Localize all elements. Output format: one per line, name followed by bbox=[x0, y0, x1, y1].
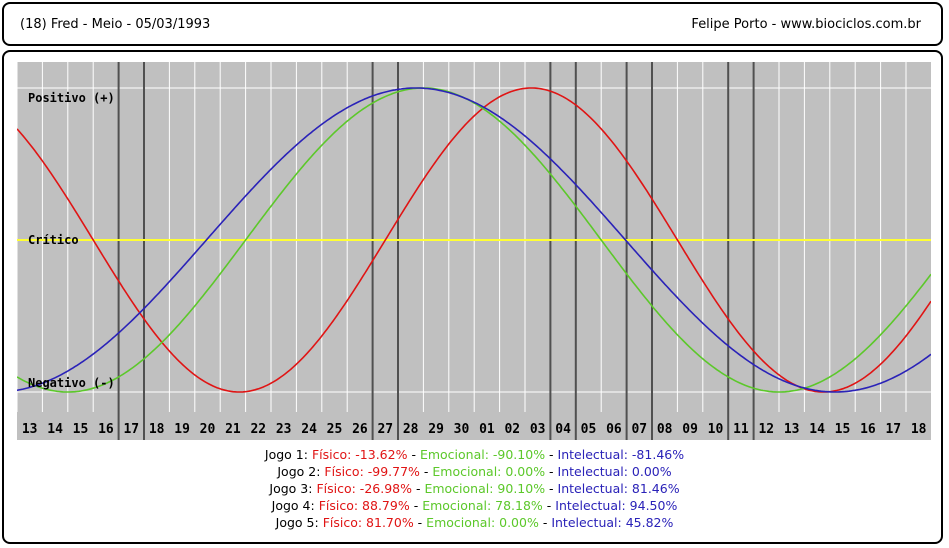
separator: - bbox=[545, 447, 558, 462]
positive-label: Positivo (+) bbox=[28, 91, 115, 105]
stat-intelectual: Intelectual: -81.46% bbox=[557, 447, 685, 462]
x-tick-label: 12 bbox=[758, 422, 774, 437]
x-tick-label: 04 bbox=[555, 422, 571, 437]
x-tick-label: 29 bbox=[428, 422, 444, 437]
stat-fisico: Físico: -13.62% bbox=[311, 447, 408, 462]
stat-emocional: Emocional: -90.10% bbox=[419, 447, 546, 462]
x-tick-label: 25 bbox=[327, 422, 343, 437]
stat-emocional: Emocional: 0.00% bbox=[432, 464, 546, 479]
stat-fisico: Físico: -99.77% bbox=[324, 464, 420, 479]
x-tick-label: 19 bbox=[174, 422, 190, 437]
x-tick-label: 30 bbox=[454, 422, 470, 437]
x-tick-label: 22 bbox=[250, 422, 266, 437]
x-tick-label: 17 bbox=[885, 422, 901, 437]
x-tick-label: 18 bbox=[911, 422, 927, 437]
stat-emocional: Emocional: 90.10% bbox=[424, 481, 546, 496]
x-tick-label: 14 bbox=[47, 422, 63, 437]
intelectual-curve bbox=[17, 87, 931, 393]
stat-row-3: Jogo 3: Físico: -26.98% - Emocional: 90.… bbox=[0, 480, 949, 497]
x-tick-label: 15 bbox=[73, 422, 89, 437]
x-tick-label: 01 bbox=[479, 422, 495, 437]
x-tick-label: 14 bbox=[809, 422, 825, 437]
separator: - bbox=[407, 447, 420, 462]
x-tick-label: 16 bbox=[860, 422, 876, 437]
x-tick-label: 05 bbox=[581, 422, 597, 437]
stat-label: Jogo 1: bbox=[264, 447, 308, 462]
stat-emocional: Emocional: 78.18% bbox=[422, 498, 543, 513]
separator: - bbox=[411, 481, 425, 496]
stat-row-4: Jogo 4: Físico: 88.79% - Emocional: 78.1… bbox=[0, 497, 949, 514]
stat-fisico: Físico: 81.70% bbox=[322, 515, 414, 530]
x-tick-label: 03 bbox=[530, 422, 546, 437]
x-tick-label: 17 bbox=[123, 422, 139, 437]
separator: - bbox=[413, 515, 427, 530]
x-tick-label: 15 bbox=[835, 422, 851, 437]
x-tick-label: 13 bbox=[784, 422, 800, 437]
x-tick-label: 07 bbox=[631, 422, 647, 437]
profile-title: (18) Fred - Meio - 05/03/1993 bbox=[20, 17, 211, 32]
stat-row-1: Jogo 1: Físico: -13.62% - Emocional: -90… bbox=[0, 446, 949, 463]
x-tick-label: 26 bbox=[352, 422, 368, 437]
stat-row-2: Jogo 2: Físico: -99.77% - Emocional: 0.0… bbox=[0, 463, 949, 480]
stat-label: Jogo 3: bbox=[269, 481, 313, 496]
x-tick-label: 27 bbox=[377, 422, 393, 437]
x-tick-label: 06 bbox=[606, 422, 622, 437]
x-tick-label: 21 bbox=[225, 422, 241, 437]
stat-label: Jogo 2: bbox=[277, 464, 321, 479]
separator: - bbox=[419, 464, 433, 479]
stat-label: Jogo 5: bbox=[275, 515, 319, 530]
separator: - bbox=[545, 481, 558, 496]
header-bar: (18) Fred - Meio - 05/03/1993 Felipe Por… bbox=[2, 2, 943, 46]
x-tick-label: 02 bbox=[504, 422, 520, 437]
separator: - bbox=[409, 498, 423, 513]
stat-intelectual: Intelectual: 45.82% bbox=[551, 515, 674, 530]
x-tick-label: 09 bbox=[682, 422, 698, 437]
x-tick-label: 24 bbox=[301, 422, 317, 437]
x-tick-label: 08 bbox=[657, 422, 673, 437]
separator: - bbox=[538, 515, 552, 530]
game-stats: Jogo 1: Físico: -13.62% - Emocional: -90… bbox=[0, 446, 949, 531]
stat-fisico: Físico: 88.79% bbox=[318, 498, 410, 513]
x-tick-label: 18 bbox=[149, 422, 165, 437]
stat-emocional: Emocional: 0.00% bbox=[426, 515, 539, 530]
biorhythm-chart: Positivo (+) Crítico Negativo (-) 13 14 15 16 1… bbox=[17, 62, 931, 440]
site-credit: Felipe Porto - www.biociclos.com.br bbox=[691, 17, 921, 32]
x-tick-label: 11 bbox=[733, 422, 749, 437]
stat-label: Jogo 4: bbox=[271, 498, 315, 513]
negative-label: Negativo (-) bbox=[28, 376, 115, 390]
x-tick-label: 23 bbox=[276, 422, 292, 437]
x-tick-label: 13 bbox=[22, 422, 38, 437]
separator: - bbox=[545, 464, 558, 479]
stat-fisico: Físico: -26.98% bbox=[316, 481, 412, 496]
stat-row-5: Jogo 5: Físico: 81.70% - Emocional: 0.00… bbox=[0, 514, 949, 531]
stat-intelectual: Intelectual: 81.46% bbox=[557, 481, 680, 496]
stat-intelectual: Intelectual: 0.00% bbox=[557, 464, 672, 479]
x-tick-label: 20 bbox=[200, 422, 216, 437]
fisico-curve bbox=[17, 87, 931, 393]
separator: - bbox=[542, 498, 556, 513]
x-tick-label: 28 bbox=[403, 422, 419, 437]
stat-intelectual: Intelectual: 94.50% bbox=[555, 498, 678, 513]
x-tick-label: 16 bbox=[98, 422, 114, 437]
x-tick-label: 10 bbox=[708, 422, 724, 437]
critical-label: Crítico bbox=[28, 233, 79, 247]
